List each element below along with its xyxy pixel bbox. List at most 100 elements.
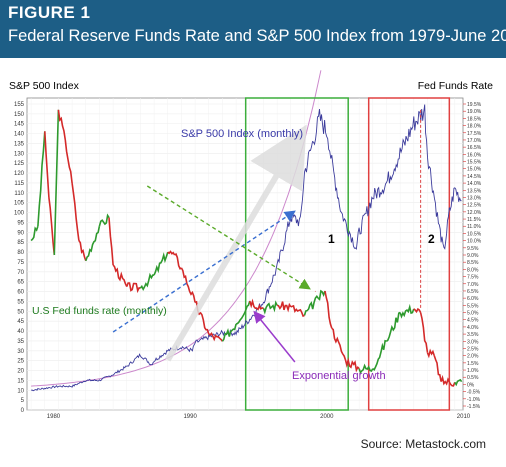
left-axis-title: S&P 500 Index [9,80,79,92]
left-tick-label: 115 [14,181,24,187]
right-tick-label: 2.0% [467,354,479,360]
right-tick-label: 18.0% [467,124,482,130]
blue-trend-arrow [112,210,296,333]
right-tick-label: 7.5% [467,275,479,281]
left-tick-label: 50 [17,309,24,315]
fed-rate-segment [98,213,110,227]
right-tick-label: 19.5% [467,102,482,108]
right-tick-label: 10.5% [467,231,482,237]
fed-rate-segment [139,272,155,292]
x-tick-label: 2010 [457,414,471,420]
left-tick-label: 70 [17,270,24,276]
fed-rate-segment [324,290,333,329]
fed-rate-segment [180,267,196,303]
green-box [244,97,349,411]
left-tick-label: 25 [17,359,24,365]
right-tick-label: 10.0% [467,239,482,245]
sp500-label: S&P 500 Index (monthly) [181,128,303,140]
right-tick-label: 12.5% [467,203,482,209]
fed-rate-segment [57,109,67,141]
fed-rate-segment [126,282,141,294]
fed-rate-segment [153,251,169,276]
left-tick-label: 135 [14,141,25,147]
left-tick-label: 105 [14,201,25,207]
sp500-line [30,104,462,392]
fed-rate-segment [413,307,422,314]
fed-rate-segment [399,303,415,319]
right-tick-label: 16.5% [467,145,482,151]
fed-rate-segment [37,131,46,227]
fed-rate-segment [426,348,436,359]
fed-rate-segment [174,252,182,270]
fed-rate-segment [44,131,50,198]
fed-rate-segment [53,109,60,256]
fed-rate-segment [64,139,73,184]
right-tick-label: 3.5% [467,332,479,338]
fed-rate-segment [419,312,429,353]
fed-rate-segment [262,300,278,315]
left-tick-label: 95 [17,220,24,226]
right-tick-label: 8.0% [467,267,479,273]
fed-rate-segment [372,339,387,371]
fed-rate-segment [358,363,374,375]
left-tick-label: 150 [14,112,25,118]
left-tick-label: 90 [17,230,24,236]
right-tick-label: 13.5% [467,188,482,194]
x-tick-label: 1980 [47,414,61,420]
left-tick-label: 55 [17,299,24,305]
right-tick-label: 17.5% [467,131,482,137]
right-tick-label: -1.5% [467,404,481,410]
left-tick-label: 15 [17,378,24,384]
left-tick-label: 130 [14,151,25,157]
left-tick-label: 120 [14,171,25,177]
right-tick-label: 13.0% [467,195,482,201]
marker-1-label: 1 [328,232,335,246]
left-tick-label: 65 [17,280,24,286]
right-tick-label: -0.5% [467,390,481,396]
right-tick-label: 1.0% [467,368,479,374]
purple-arrow [253,310,296,363]
right-tick-label: 4.5% [467,318,479,324]
fed-rate-segment [78,240,87,262]
x-tick-label: 2000 [320,414,334,420]
fed-rate-segment [85,226,101,262]
right-axis-title: Fed Funds Rate [417,80,493,92]
fed-rate-segment [249,298,264,311]
fed-rate-segment [440,374,456,387]
right-tick-label: 8.5% [467,260,479,266]
figure-label: FIGURE 1 [8,3,91,22]
left-tick-label: 75 [17,260,24,266]
right-tick-label: 1.5% [467,361,479,367]
fed-rate-label: U.S Fed funds rate (monthly) [32,305,167,317]
trend-band-arrow [165,124,307,362]
fed-rate-segment [317,289,326,301]
right-tick-label: 15.0% [467,167,482,173]
left-tick-label: 80 [17,250,24,256]
right-tick-label: 14.0% [467,181,482,187]
source-note: Source: Metastock.com [360,437,486,451]
left-tick-label: 40 [17,329,24,335]
fed-rate-segment [344,357,360,373]
fed-rate-segment [276,301,292,313]
exponential-curve [31,70,322,387]
right-tick-label: 9.0% [467,253,479,259]
fed-rate-segment [331,327,347,361]
fed-rate-segment [112,264,128,287]
right-tick-label: 17.0% [467,138,482,144]
right-tick-label: 5.0% [467,311,479,317]
fed-rate-segment [30,225,39,242]
fed-rate-segment [71,182,80,241]
right-tick-label: 19.0% [467,109,482,115]
right-tick-label: -1.0% [467,397,481,403]
left-tick-label: 110 [14,191,24,197]
fed-rate-segment [235,300,251,325]
fed-rate-segment [290,304,305,318]
left-tick-label: 5 [21,398,25,404]
fed-rate-segment [221,323,237,342]
left-tick-label: 60 [17,290,24,296]
right-tick-label: 7.0% [467,282,479,288]
green-trend-arrow [146,185,311,290]
right-tick-label: 6.0% [467,296,479,302]
left-tick-label: 45 [17,319,24,325]
